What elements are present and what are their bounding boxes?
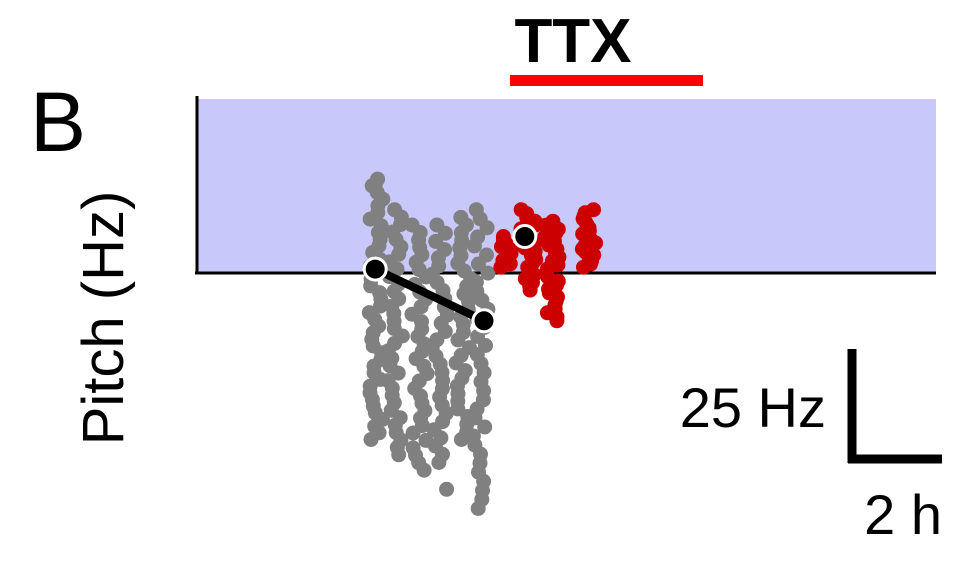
pre-treatment-point [467, 410, 483, 426]
pre-treatment-point [470, 256, 486, 272]
pre-treatment-point [450, 332, 466, 348]
pre-treatment-point [362, 211, 378, 227]
pre-treatment-point [479, 220, 495, 236]
ttx-point [576, 259, 591, 275]
scale-x-label: 2 h [864, 483, 942, 546]
mean-connector-line [373, 265, 486, 325]
pre-treatment-point [480, 265, 496, 281]
y-axis-label: Pitch (Hz) [71, 191, 136, 446]
mean-marker [362, 256, 388, 282]
panel-letter: B [30, 75, 86, 169]
scale-y-label: 25 Hz [680, 376, 826, 439]
pre-treatment-point [391, 447, 407, 463]
mean-marker [471, 308, 497, 334]
pre-treatment-point [416, 462, 432, 478]
scale-bar: 25 Hz 2 h [680, 349, 942, 546]
ttx-point [493, 259, 509, 275]
ttx-point [522, 282, 538, 298]
pre-treatment-point [363, 432, 379, 447]
treatment-bar [510, 75, 703, 86]
pre-treatment-point [373, 298, 388, 314]
pre-treatment-point [405, 425, 421, 441]
ttx-point [538, 217, 554, 233]
pre-treatment-point [453, 432, 469, 447]
treatment-label: TTX [514, 7, 631, 76]
mean-marker [512, 224, 538, 250]
ttx-point [549, 313, 565, 329]
baseline-band [197, 99, 936, 273]
pre-treatment-point [431, 455, 447, 470]
pre-treatment-point [470, 501, 486, 516]
pre-treatment-point [477, 419, 493, 435]
pre-treatment-point [367, 177, 383, 193]
pre-treatment-point [439, 481, 455, 497]
mean-markers [362, 224, 538, 334]
pre-treatment-point [466, 238, 482, 254]
